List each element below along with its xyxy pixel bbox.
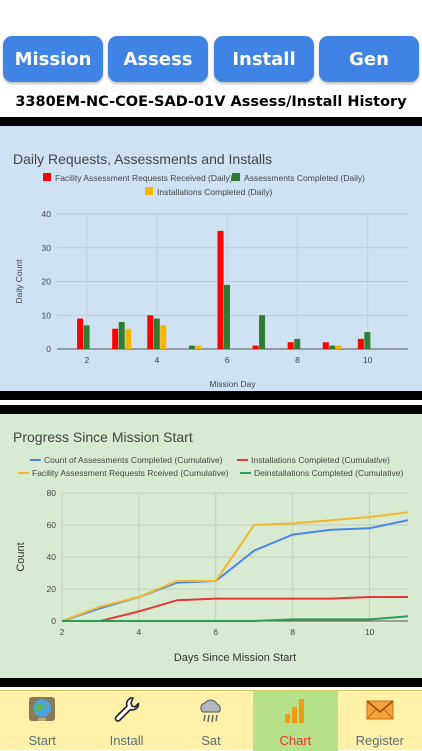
- nav-chart[interactable]: Chart: [253, 691, 338, 751]
- bar: [259, 315, 266, 349]
- bar: [364, 332, 371, 349]
- legend-label: Installations Completed (Cumulative): [251, 455, 390, 465]
- legend-label: Installations Completed (Daily): [157, 187, 272, 197]
- legend-swatch: [232, 173, 240, 181]
- y-tick-label: 10: [42, 310, 52, 320]
- bar: [294, 338, 301, 349]
- x-tick-label: 4: [155, 355, 160, 365]
- legend-swatch: [43, 173, 51, 181]
- nav-install-label: Install: [109, 733, 144, 748]
- daily-bar-chart: Daily Requests, Assessments and Installs…: [13, 151, 408, 389]
- y-tick-label: 20: [42, 277, 52, 287]
- legend-label: Facility Assessment Requests Received (D…: [55, 173, 233, 183]
- bar-chart-icon: [285, 699, 305, 723]
- tab-gen[interactable]: Gen: [319, 36, 419, 82]
- y-axis-label: Count: [15, 542, 27, 571]
- x-tick-label: 8: [295, 355, 300, 365]
- series-line: [61, 519, 409, 622]
- x-axis-label: Mission Day: [209, 379, 256, 389]
- globe-icon: [29, 697, 55, 721]
- x-tick-label: 8: [290, 627, 295, 637]
- x-tick-label: 10: [363, 355, 373, 365]
- bar: [160, 325, 167, 349]
- y-tick-label: 20: [47, 584, 57, 594]
- bar: [322, 342, 329, 349]
- y-tick-label: 0: [51, 616, 56, 626]
- nav-sat[interactable]: Sat: [169, 691, 253, 751]
- nav-start-label: Start: [28, 733, 56, 748]
- y-tick-label: 60: [47, 520, 57, 530]
- bar: [195, 345, 202, 349]
- bar: [118, 322, 125, 349]
- wrench-icon: [115, 697, 140, 722]
- nav-start[interactable]: Start: [0, 691, 84, 751]
- y-tick-label: 40: [47, 552, 57, 562]
- tab-mission[interactable]: Mission: [3, 36, 103, 82]
- x-tick-label: 2: [60, 627, 65, 637]
- x-tick-label: 6: [225, 355, 230, 365]
- daily-chart-panel: Daily Requests, Assessments and Installs…: [0, 117, 422, 400]
- x-tick-label: 10: [365, 627, 375, 637]
- nav-sat-label: Sat: [201, 733, 221, 748]
- bar: [217, 230, 224, 349]
- x-tick-label: 6: [213, 627, 218, 637]
- cloud-icon: [200, 699, 221, 723]
- legend-label: Deinstallations Completed (Cumulative): [254, 468, 403, 478]
- bar: [125, 328, 132, 349]
- bar: [252, 345, 259, 349]
- progress-line-chart: Progress Since Mission Start Count of Ass…: [13, 429, 409, 664]
- nav-install[interactable]: Install: [84, 691, 168, 751]
- bar: [335, 345, 342, 349]
- chart-title: Progress Since Mission Start: [13, 429, 193, 445]
- y-tick-label: 40: [42, 209, 52, 219]
- bar: [223, 284, 230, 349]
- nav-register-label: Register: [355, 733, 404, 748]
- legend-label: Facility Assessment Requests Rceived (Cu…: [32, 468, 229, 478]
- legend-label: Count of Assessments Completed (Cumulati…: [44, 455, 223, 465]
- series-line: [62, 596, 408, 622]
- x-tick-label: 2: [84, 355, 89, 365]
- y-tick-label: 30: [42, 243, 52, 253]
- bar: [153, 318, 160, 349]
- nav-chart-label: Chart: [279, 733, 312, 748]
- tab-assess[interactable]: Assess: [108, 36, 208, 82]
- y-tick-label: 80: [47, 488, 57, 498]
- top-tab-bar: Mission Assess Install Gen: [0, 36, 422, 82]
- bar: [112, 328, 119, 349]
- bar: [147, 315, 154, 349]
- bar: [77, 318, 84, 349]
- legend-swatch: [145, 187, 153, 195]
- progress-chart-panel: Progress Since Mission Start Count of Ass…: [0, 405, 422, 687]
- nav-register[interactable]: Register: [338, 691, 422, 751]
- legend-label: Assessments Completed (Daily): [244, 173, 365, 183]
- bar: [287, 342, 294, 349]
- tab-install[interactable]: Install: [214, 36, 314, 82]
- bar: [357, 338, 364, 349]
- x-axis-label: Days Since Mission Start: [174, 652, 296, 664]
- series-line: [61, 511, 409, 622]
- envelope-icon: [366, 700, 394, 720]
- page-title: 3380EM-NC-COE-SAD-01V Assess/Install His…: [15, 94, 407, 110]
- y-axis-label: Daily Count: [14, 259, 24, 304]
- bottom-nav-bar: Start Install Sat Chart Register: [0, 690, 422, 751]
- bar: [329, 345, 336, 349]
- bar: [83, 325, 90, 349]
- chart-title: Daily Requests, Assessments and Installs: [13, 151, 272, 167]
- bar: [188, 345, 195, 349]
- x-tick-label: 4: [137, 627, 142, 637]
- y-tick-label: 0: [46, 344, 51, 354]
- series-line: [62, 615, 409, 622]
